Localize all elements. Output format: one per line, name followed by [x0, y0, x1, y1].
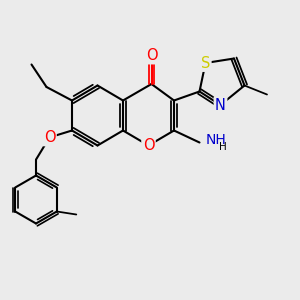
Text: S: S — [201, 56, 210, 70]
Text: O: O — [143, 138, 154, 153]
Text: O: O — [44, 130, 55, 145]
Text: H: H — [219, 142, 226, 152]
Text: NH: NH — [206, 133, 227, 147]
Text: O: O — [146, 48, 157, 63]
Text: N: N — [215, 98, 226, 112]
